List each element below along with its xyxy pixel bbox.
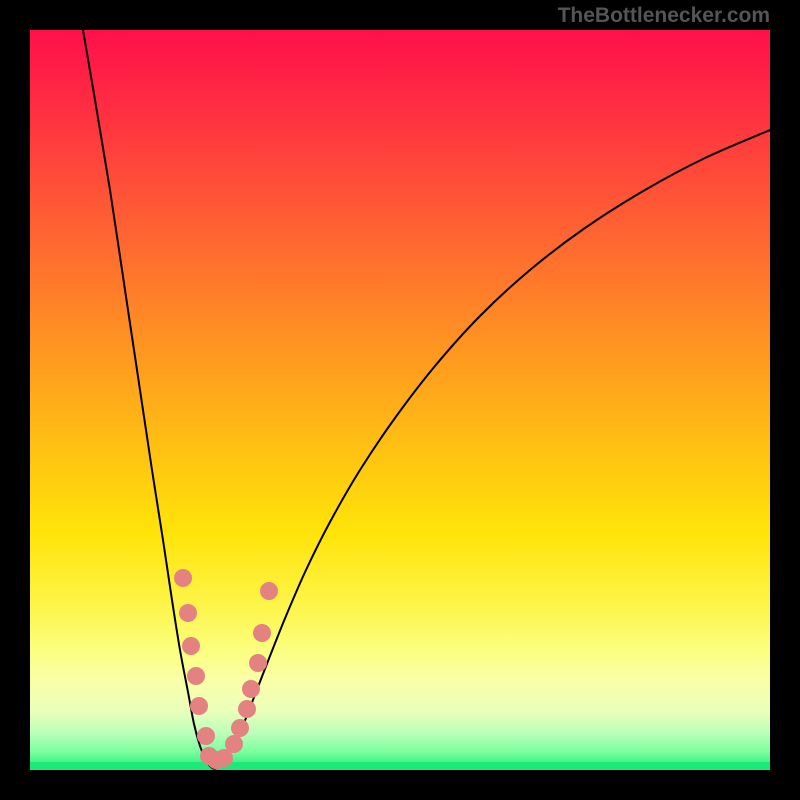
data-dot — [197, 727, 215, 745]
data-dot — [238, 700, 256, 718]
data-dot — [190, 697, 208, 715]
data-dot — [174, 569, 192, 587]
data-dot — [249, 654, 267, 672]
data-dot — [182, 637, 200, 655]
data-dot — [179, 604, 197, 622]
plot-area — [30, 30, 770, 770]
data-dot — [253, 624, 271, 642]
data-dot — [231, 719, 249, 737]
data-dots-group — [174, 569, 278, 769]
left-curve — [83, 30, 214, 769]
watermark-text: TheBottlenecker.com — [558, 4, 770, 28]
data-dot — [242, 680, 260, 698]
data-dot — [187, 667, 205, 685]
curve-layer — [30, 30, 770, 770]
right-curve — [214, 130, 770, 769]
data-dot — [260, 582, 278, 600]
data-dot — [225, 735, 243, 753]
chart-canvas: TheBottlenecker.com — [0, 0, 800, 800]
